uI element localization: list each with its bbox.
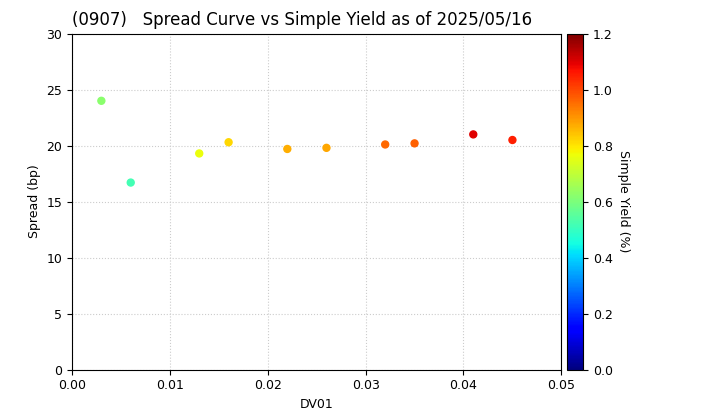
- Point: [409, 140, 420, 147]
- Point: [379, 141, 391, 148]
- Y-axis label: Simple Yield (%): Simple Yield (%): [617, 150, 630, 253]
- Y-axis label: Spread (bp): Spread (bp): [28, 165, 41, 239]
- Point: [282, 146, 293, 152]
- Point: [467, 131, 479, 138]
- Point: [320, 144, 332, 151]
- X-axis label: DV01: DV01: [300, 398, 333, 411]
- Point: [125, 179, 137, 186]
- Point: [96, 97, 107, 104]
- Text: (0907)   Spread Curve vs Simple Yield as of 2025/05/16: (0907) Spread Curve vs Simple Yield as o…: [72, 11, 532, 29]
- Point: [194, 150, 205, 157]
- Point: [507, 136, 518, 143]
- Point: [222, 139, 234, 146]
